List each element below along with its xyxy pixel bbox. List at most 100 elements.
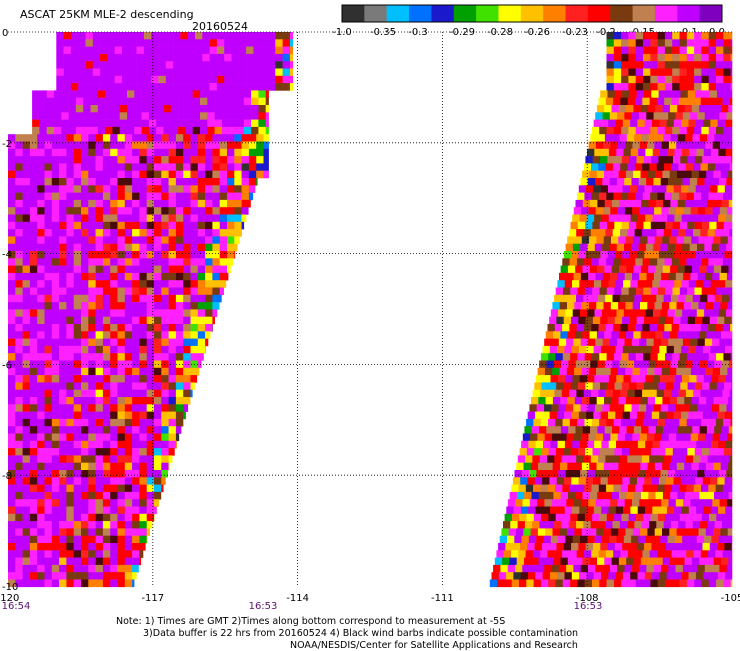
wind-cell [81, 317, 89, 325]
wind-cell [32, 98, 40, 106]
wind-cell [191, 251, 199, 259]
wind-cell [516, 528, 524, 536]
wind-cell [161, 339, 169, 347]
wind-cell [716, 61, 724, 69]
wind-cell [169, 309, 177, 317]
wind-cell [45, 507, 53, 515]
wind-cell [88, 382, 96, 390]
wind-cell [227, 251, 235, 259]
wind-cell [723, 54, 731, 62]
wind-cell [268, 76, 276, 84]
wind-cell [696, 441, 704, 449]
wind-cell [125, 463, 133, 471]
wind-cell [718, 185, 726, 193]
wind-cell [609, 309, 617, 317]
wind-cell [596, 236, 604, 244]
wind-cell [93, 32, 101, 40]
wind-cell [645, 412, 653, 420]
wind-cell [103, 324, 111, 332]
wind-cell [125, 572, 133, 580]
wind-cell [633, 528, 641, 536]
wind-cell [227, 134, 235, 142]
swath-time-label: 16:54 [2, 601, 31, 610]
note-line-1: Note: 1) Times are GMT 2)Times along bot… [116, 616, 505, 627]
wind-cell [110, 215, 118, 223]
wind-cell [664, 324, 672, 332]
wind-cell [74, 346, 82, 354]
wind-cell [621, 514, 629, 522]
wind-cell [645, 346, 653, 354]
wind-cell [23, 572, 31, 580]
wind-cell [23, 477, 31, 485]
wind-cell [650, 580, 658, 588]
wind-cell [633, 463, 641, 471]
wind-cell [23, 324, 31, 332]
wind-cell [524, 463, 532, 471]
wind-cell [59, 244, 67, 252]
wind-cell [129, 83, 137, 91]
wind-cell [592, 193, 600, 201]
wind-cell [37, 514, 45, 522]
wind-cell [579, 346, 587, 354]
wind-cell [183, 244, 191, 252]
wind-cell [115, 61, 123, 69]
wind-cell [125, 528, 133, 536]
wind-cell [154, 302, 162, 310]
wind-cell [217, 39, 225, 47]
wind-cell [118, 149, 126, 157]
wind-cell [107, 69, 115, 77]
wind-cell [658, 288, 666, 296]
wind-cell [653, 215, 661, 223]
wind-cell [683, 112, 691, 120]
wind-cell [673, 514, 681, 522]
wind-cell [667, 441, 675, 449]
wind-cell [91, 120, 99, 128]
wind-cell [691, 142, 699, 150]
wind-cell [565, 309, 573, 317]
wind-cell [594, 346, 602, 354]
wind-cell [720, 273, 728, 281]
wind-cell [514, 536, 522, 544]
wind-cell [509, 528, 517, 536]
wind-cell [727, 112, 733, 120]
wind-cell [205, 236, 213, 244]
wind-cell [698, 207, 706, 215]
wind-cell [178, 127, 186, 135]
wind-cell [729, 134, 732, 142]
wind-cell [139, 550, 143, 558]
wind-cell [712, 244, 720, 252]
wind-cell [195, 61, 203, 69]
wind-cell [220, 163, 228, 171]
wind-cell [536, 375, 544, 383]
wind-cell [118, 200, 126, 208]
wind-cell [242, 149, 250, 157]
wind-cell [655, 236, 663, 244]
wind-cell [680, 382, 688, 390]
wind-cell [506, 507, 514, 515]
wind-cell [614, 47, 622, 55]
wind-cell [103, 375, 111, 383]
wind-cell [37, 317, 45, 325]
wind-cell [546, 331, 554, 339]
wind-cell [139, 397, 147, 405]
wind-cell [30, 171, 38, 179]
wind-cell [646, 536, 654, 544]
wind-cell [205, 229, 213, 237]
wind-cell [670, 463, 678, 471]
wind-cell [125, 288, 133, 296]
wind-cell [664, 521, 672, 529]
wind-cell [139, 507, 147, 515]
wind-cell [69, 90, 77, 98]
wind-cell [118, 215, 126, 223]
wind-cell [695, 477, 703, 485]
wind-cell [88, 397, 96, 405]
wind-cell [96, 353, 104, 361]
wind-cell [707, 492, 715, 500]
wind-cell [539, 426, 547, 434]
wind-cell [161, 171, 169, 179]
wind-cell [644, 222, 652, 230]
wind-cell [81, 572, 89, 580]
wind-cell [629, 514, 637, 522]
wind-cell [565, 441, 573, 449]
wind-cell [224, 32, 232, 40]
